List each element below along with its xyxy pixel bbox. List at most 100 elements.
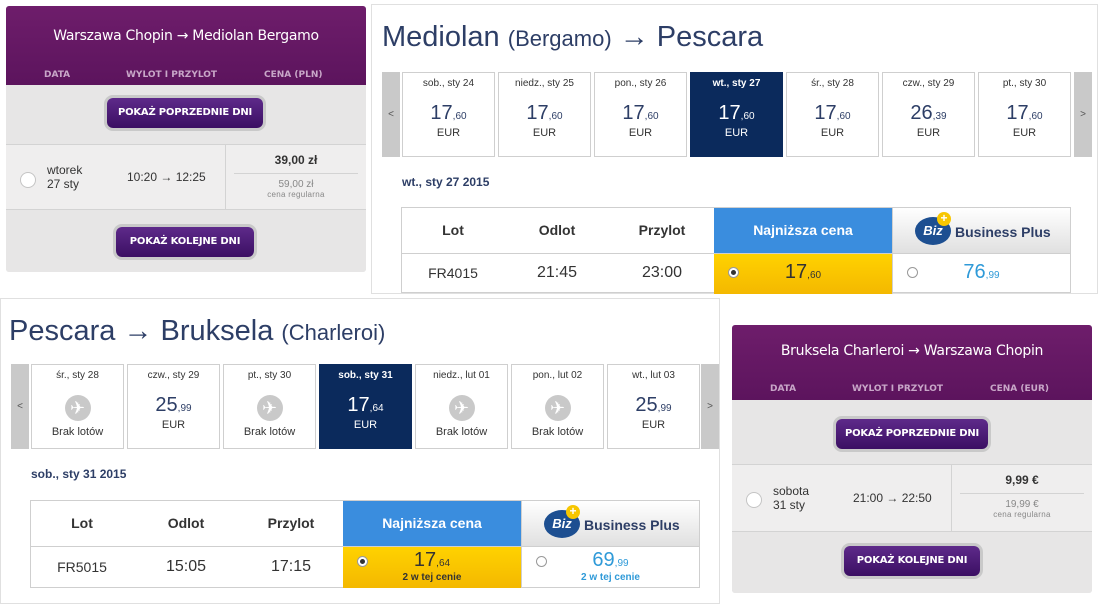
lowest-price-cell[interactable]: 17,64 2 w tej cenie bbox=[343, 547, 521, 588]
day-tile[interactable]: śr., sty 28 17,60 EUR bbox=[786, 72, 879, 157]
flight-day: wtorek 27 sty bbox=[47, 163, 82, 191]
day-currency: EUR bbox=[820, 127, 845, 139]
day-tile-no-flights: pon., lut 02 ✈ Brak lotów bbox=[511, 364, 604, 449]
ryanair-outbound-panel: Mediolan (Bergamo) → Pescara < sob., sty… bbox=[371, 4, 1098, 294]
price-dec: 60 bbox=[809, 270, 822, 281]
column-date: DATA bbox=[770, 384, 797, 394]
return-wizz-body: POKAŻ POPRZEDNIE DNI sobota 31 sty 21:00… bbox=[732, 400, 1092, 593]
business-plus-cell[interactable]: 76,99 bbox=[892, 254, 1070, 294]
return-wizz-panel: Bruksela Charleroi → Warszawa Chopin DAT… bbox=[732, 325, 1092, 593]
day-price: 17,60 bbox=[622, 102, 659, 124]
no-flight-plane-icon: ✈ bbox=[544, 395, 571, 421]
carousel-prev-button[interactable]: < bbox=[382, 72, 400, 157]
day-label: wt., lut 03 bbox=[632, 370, 675, 381]
day-price-int: 26 bbox=[910, 102, 933, 124]
show-previous-days-button[interactable]: POKAŻ POPRZEDNIE DNI bbox=[107, 98, 263, 128]
show-next-days-button[interactable]: POKAŻ KOLEJNE DNI bbox=[116, 227, 254, 257]
date-carousel: < śr., sty 28 ✈ Brak lotów czw., sty 29 … bbox=[11, 364, 721, 449]
flight-table: Lot Odlot Przylot Najniższa cena Biz + B… bbox=[30, 500, 700, 588]
day-price: 17,60 bbox=[718, 102, 755, 124]
day-tile[interactable]: czw., sty 29 26,39 EUR bbox=[882, 72, 975, 157]
business-plus-price: 69,99 bbox=[592, 549, 629, 571]
lowest-price-radio[interactable] bbox=[357, 556, 368, 567]
day-price-dec: 99 bbox=[180, 403, 192, 414]
business-plus-label: Business Plus bbox=[955, 224, 1051, 240]
plus-badge-icon: + bbox=[566, 505, 580, 519]
route-arrow: → bbox=[123, 315, 153, 347]
no-flights-label: Brak lotów bbox=[531, 426, 584, 438]
header-lot: Lot bbox=[442, 222, 464, 238]
day-price-int: 25 bbox=[155, 394, 178, 416]
route-origin: Mediolan bbox=[382, 21, 500, 53]
day-tile[interactable]: pt., sty 30 17,60 EUR bbox=[978, 72, 1071, 157]
lowest-price: 17,60 bbox=[784, 261, 822, 283]
arrival-time: 23:00 bbox=[641, 264, 683, 281]
lowest-price-radio[interactable] bbox=[728, 267, 739, 278]
day-currency: EUR bbox=[724, 127, 749, 139]
day-tile[interactable]: wt., lut 03 25,99 EUR bbox=[607, 364, 700, 449]
date-carousel: < sob., sty 24 17,60 EUR niedz., sty 25 … bbox=[382, 72, 1092, 157]
ryanair-return-panel: Pescara → Bruksela (Charleroi) < śr., st… bbox=[0, 298, 720, 604]
carousel-next-button[interactable]: > bbox=[701, 364, 719, 449]
price-int: 17 bbox=[784, 261, 808, 283]
lowest-price-cell[interactable]: 17,60 bbox=[714, 254, 892, 294]
no-flight-plane-icon: ✈ bbox=[448, 395, 475, 421]
show-next-days-button[interactable]: POKAŻ KOLEJNE DNI bbox=[844, 546, 980, 576]
header-odlot: Odlot bbox=[167, 515, 205, 531]
flight-price-box: 39,00 zł 59,00 zł cena regularna bbox=[225, 145, 366, 209]
outbound-wizz-column-headers: DATA WYLOT I PRZYLOT CENA (PLN) bbox=[6, 70, 366, 85]
route-destination: Bruksela bbox=[160, 315, 274, 347]
business-plus-radio[interactable] bbox=[536, 556, 547, 567]
day-label: sob., sty 24 bbox=[422, 78, 475, 89]
business-plus-price: 76,99 bbox=[963, 261, 1000, 283]
regular-price-label: cena regularna bbox=[267, 190, 325, 199]
flight-day: sobota 31 sty bbox=[773, 484, 809, 512]
flight-radio[interactable] bbox=[20, 172, 36, 188]
route-origin: Pescara bbox=[9, 315, 116, 347]
flight-row[interactable]: wtorek 27 sty 10:20 → 12:25 39,00 zł 59,… bbox=[6, 144, 366, 210]
departure-time: 21:45 bbox=[536, 264, 578, 281]
price-dec: 99 bbox=[988, 270, 1000, 281]
header-lowest-price: Najniższa cena bbox=[714, 208, 892, 253]
day-price-dec: 60 bbox=[1031, 111, 1043, 122]
flight-price-box: 9,99 € 19,99 € cena regularna bbox=[951, 465, 1092, 531]
column-price: CENA (PLN) bbox=[264, 70, 323, 80]
day-price-int: 17 bbox=[814, 102, 837, 124]
header-przylot: Przylot bbox=[638, 222, 686, 238]
route-title: Mediolan (Bergamo) → Pescara bbox=[382, 21, 763, 54]
day-label: niedz., sty 25 bbox=[515, 78, 574, 89]
regular-price-label: cena regularna bbox=[993, 510, 1051, 519]
day-price-int: 25 bbox=[635, 394, 658, 416]
day-price-int: 17 bbox=[526, 102, 549, 124]
day-label: czw., sty 29 bbox=[147, 370, 200, 381]
outbound-wizz-panel: Warszawa Chopin → Mediolan Bergamo DATA … bbox=[6, 6, 366, 272]
day-tile-selected[interactable]: wt., sty 27 17,60 EUR bbox=[690, 72, 783, 157]
day-tile-no-flights: śr., sty 28 ✈ Brak lotów bbox=[31, 364, 124, 449]
flight-table: Lot Odlot Przylot Najniższa cena Biz + B… bbox=[401, 207, 1071, 294]
day-tile[interactable]: pon., sty 26 17,60 EUR bbox=[594, 72, 687, 157]
day-tile[interactable]: niedz., sty 25 17,60 EUR bbox=[498, 72, 591, 157]
header-business-plus: Biz + Business Plus bbox=[521, 501, 699, 546]
day-currency: EUR bbox=[436, 127, 461, 139]
carousel-next-button[interactable]: > bbox=[1074, 72, 1092, 157]
day-price-dec: 60 bbox=[647, 111, 659, 122]
seats-at-price-note: 2 w tej cenie bbox=[402, 572, 462, 583]
day-price-dec: 60 bbox=[743, 111, 755, 122]
plus-badge-icon: + bbox=[937, 212, 951, 226]
flight-radio[interactable] bbox=[746, 492, 762, 508]
show-previous-days-button[interactable]: POKAŻ POPRZEDNIE DNI bbox=[836, 419, 988, 449]
business-plus-cell[interactable]: 69,99 2 w tej cenie bbox=[521, 547, 699, 588]
day-tile[interactable]: sob., sty 24 17,60 EUR bbox=[402, 72, 495, 157]
flight-number: FR4015 bbox=[428, 265, 478, 281]
business-plus-radio[interactable] bbox=[907, 267, 918, 278]
flight-row[interactable]: sobota 31 sty 21:00 → 22:50 9,99 € 19,99… bbox=[732, 464, 1092, 532]
day-label: pon., sty 26 bbox=[614, 78, 667, 89]
day-price-dec: 60 bbox=[455, 111, 467, 122]
day-currency: EUR bbox=[1012, 127, 1037, 139]
day-tile-no-flights: pt., sty 30 ✈ Brak lotów bbox=[223, 364, 316, 449]
outbound-wizz-header: Warszawa Chopin → Mediolan Bergamo DATA … bbox=[6, 6, 366, 85]
carousel-prev-button[interactable]: < bbox=[11, 364, 29, 449]
day-tile[interactable]: czw., sty 29 25,99 EUR bbox=[127, 364, 220, 449]
table-divider bbox=[31, 546, 699, 547]
day-tile-selected[interactable]: sob., sty 31 17,64 EUR bbox=[319, 364, 412, 449]
